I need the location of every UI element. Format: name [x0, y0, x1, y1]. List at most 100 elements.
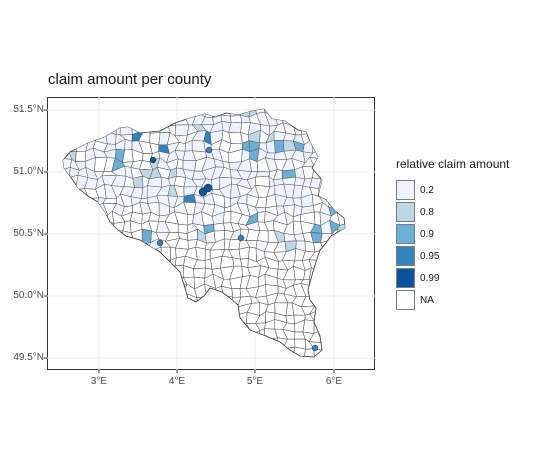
county-boundary — [318, 265, 333, 280]
county-shaded — [63, 123, 72, 135]
county-shaded — [173, 201, 188, 215]
county-boundary — [302, 358, 315, 368]
county-boundary — [70, 277, 80, 286]
county-boundary — [94, 114, 107, 125]
belgium-map — [62, 103, 360, 369]
x-tick-label: 6°E — [325, 376, 343, 387]
county-boundary — [348, 238, 358, 252]
county-boundary — [165, 303, 179, 315]
county-boundary — [159, 350, 171, 357]
county-boundary — [329, 112, 341, 125]
county-boundary — [230, 359, 242, 368]
county-boundary — [348, 122, 358, 135]
county-boundary — [336, 348, 345, 357]
legend-item: 0.99 — [396, 267, 509, 289]
county-boundary — [157, 327, 168, 340]
county-boundary — [218, 330, 232, 344]
county-boundary — [103, 313, 117, 321]
county-boundary — [63, 266, 72, 280]
county-boundary — [347, 103, 358, 114]
county-boundary — [103, 247, 112, 261]
county-boundary — [102, 304, 116, 314]
county-boundary — [84, 320, 99, 330]
county-boundary — [348, 148, 357, 157]
county-boundary — [349, 305, 360, 315]
county-boundary — [223, 348, 233, 357]
county-boundary — [157, 286, 168, 297]
county-boundary — [329, 358, 342, 369]
county-boundary — [68, 238, 81, 251]
county-boundary — [337, 243, 345, 253]
county-boundary — [347, 253, 360, 261]
county-boundary — [66, 201, 81, 217]
y-tick-label: 51.0°N — [13, 166, 44, 177]
county-boundary — [78, 321, 87, 330]
county-boundary — [122, 256, 132, 271]
county-boundary — [230, 319, 241, 333]
legend-key — [396, 246, 415, 266]
county-boundary — [67, 109, 80, 118]
axis-ticks — [44, 109, 335, 373]
county-boundary — [340, 283, 345, 297]
county-boundary — [346, 355, 358, 366]
county-boundary — [88, 210, 97, 224]
county-boundary — [157, 358, 168, 368]
county-boundary — [329, 109, 341, 115]
county-shaded — [229, 109, 243, 117]
county-boundary — [267, 346, 277, 357]
county-shaded — [339, 156, 345, 171]
county-boundary — [283, 359, 292, 368]
county-shaded — [158, 201, 170, 217]
y-tick-label: 50.5°N — [13, 228, 44, 239]
county-boundary — [336, 193, 345, 208]
county-boundary — [77, 349, 88, 357]
county-boundary — [349, 310, 360, 319]
county-boundary — [132, 340, 144, 352]
county-boundary — [63, 310, 71, 323]
county-boundary — [340, 273, 345, 285]
county-boundary — [168, 109, 177, 115]
county-shaded — [63, 186, 72, 199]
map-title: claim amount per county — [48, 71, 212, 88]
county-boundary — [322, 284, 333, 296]
county-boundary — [89, 205, 98, 214]
legend-key — [396, 268, 415, 288]
county-boundary — [147, 273, 161, 288]
county-boundary — [96, 304, 104, 316]
county-boundary — [63, 229, 73, 241]
county-boundary — [84, 255, 99, 271]
county-boundary — [193, 312, 203, 322]
county-boundary — [94, 213, 109, 224]
county-boundary — [329, 122, 343, 136]
county-boundary — [319, 247, 333, 261]
county-boundary — [313, 348, 323, 357]
county-shaded — [300, 122, 316, 136]
county-boundary — [152, 260, 162, 270]
county-shaded — [69, 230, 80, 243]
county-shaded — [156, 109, 169, 118]
county-boundary — [340, 188, 345, 197]
county-boundary — [157, 278, 171, 288]
x-tick-label: 5°E — [246, 376, 264, 387]
legend-key — [396, 180, 415, 200]
county-boundary — [66, 213, 82, 227]
county-boundary — [303, 348, 315, 357]
county-boundary — [69, 311, 82, 325]
county-boundary — [115, 301, 126, 315]
county-shaded — [120, 115, 133, 124]
county-boundary — [228, 337, 243, 352]
county-boundary — [320, 148, 330, 161]
county-shaded — [320, 166, 329, 180]
county-boundary — [348, 222, 356, 235]
county-boundary — [84, 283, 96, 298]
county-boundary — [201, 302, 215, 316]
county-boundary — [69, 230, 80, 243]
legend-label: 0.95 — [420, 250, 440, 262]
county-boundary — [186, 319, 196, 333]
county-boundary — [318, 134, 331, 142]
county-shaded — [63, 133, 72, 143]
county-shaded — [340, 188, 345, 197]
county-boundary — [318, 302, 334, 316]
legend-key — [396, 290, 415, 310]
county-boundary — [347, 185, 357, 196]
